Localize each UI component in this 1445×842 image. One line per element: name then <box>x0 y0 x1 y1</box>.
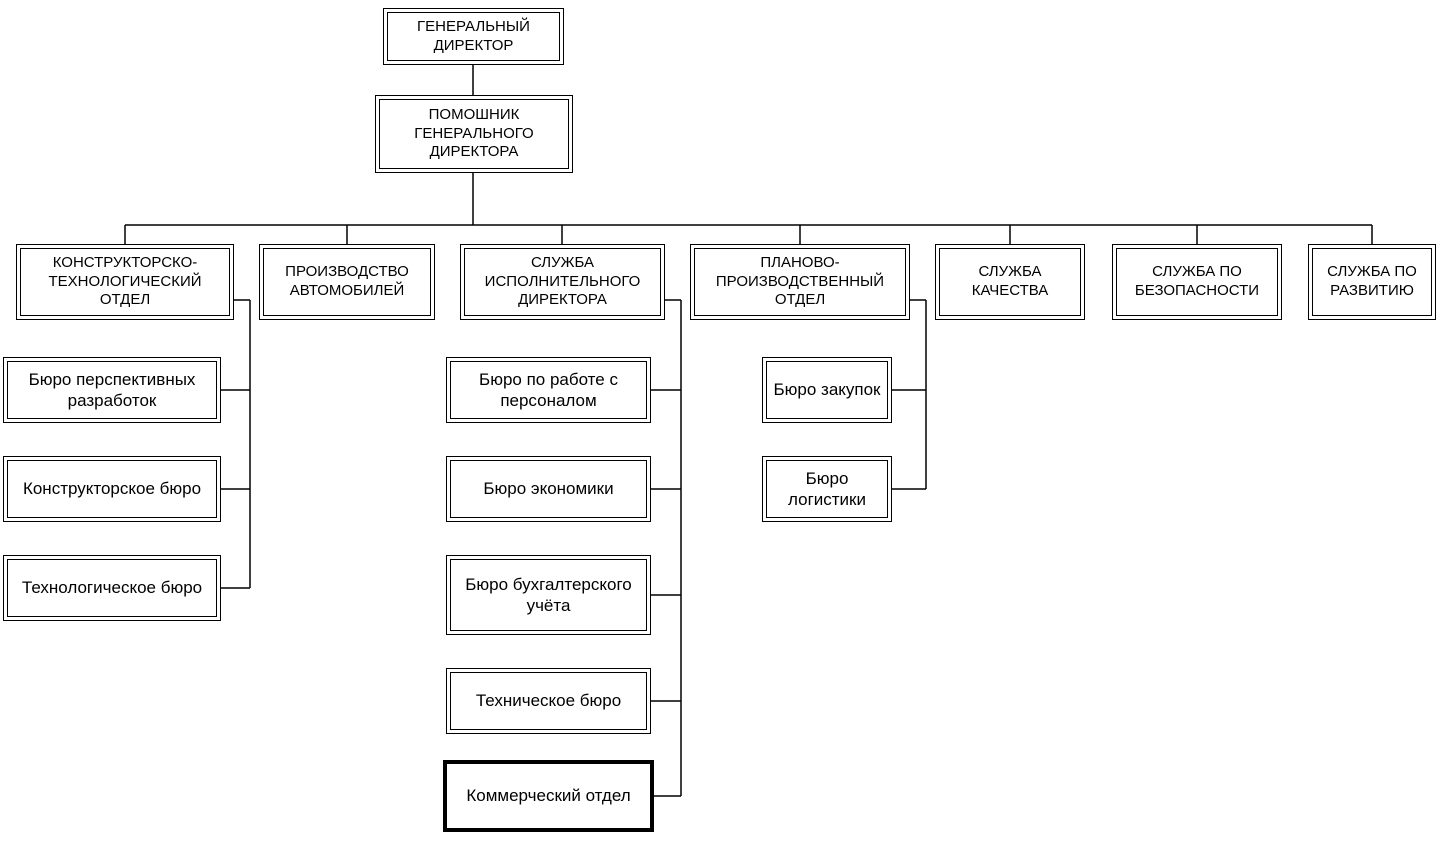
node-quality: СЛУЖБА КАЧЕСТВА <box>935 244 1085 320</box>
node-security: СЛУЖБА ПО БЕЗОПАСНОСТИ <box>1112 244 1282 320</box>
node-kto-child-1: Бюро перспективных разработок <box>3 357 221 423</box>
node-prod-auto: ПРОИЗВОДСТВО АВТОМОБИЛЕЙ <box>259 244 435 320</box>
node-ppo-child-2: Бюро логистики <box>762 456 892 522</box>
node-assistant-director: ПОМОШНИК ГЕНЕРАЛЬНОГО ДИРЕКТОРА <box>375 95 573 173</box>
node-kto: КОНСТРУКТОРСКО-ТЕХНОЛОГИЧЕСКИЙ ОТДЕЛ <box>16 244 234 320</box>
node-sid-child-5-commercial: Коммерческий отдел <box>443 760 654 832</box>
node-ppo-child-1: Бюро закупок <box>762 357 892 423</box>
node-sid: СЛУЖБА ИСПОЛНИТЕЛЬНОГО ДИРЕКТОРА <box>460 244 665 320</box>
node-ppo: ПЛАНОВО-ПРОИЗВОДСТВЕННЫЙ ОТДЕЛ <box>690 244 910 320</box>
node-sid-child-1: Бюро по работе с персоналом <box>446 357 651 423</box>
node-kto-child-2: Конструкторское бюро <box>3 456 221 522</box>
node-kto-child-3: Технологическое бюро <box>3 555 221 621</box>
node-general-director: ГЕНЕРАЛЬНЫЙ ДИРЕКТОР <box>383 8 564 65</box>
node-sid-child-3: Бюро бухгалтерского учёта <box>446 555 651 635</box>
org-chart-canvas: ГЕНЕРАЛЬНЫЙ ДИРЕКТОР ПОМОШНИК ГЕНЕРАЛЬНО… <box>0 0 1445 842</box>
node-sid-child-4: Техническое бюро <box>446 668 651 734</box>
node-develop: СЛУЖБА ПО РАЗВИТИЮ <box>1308 244 1436 320</box>
node-sid-child-2: Бюро экономики <box>446 456 651 522</box>
